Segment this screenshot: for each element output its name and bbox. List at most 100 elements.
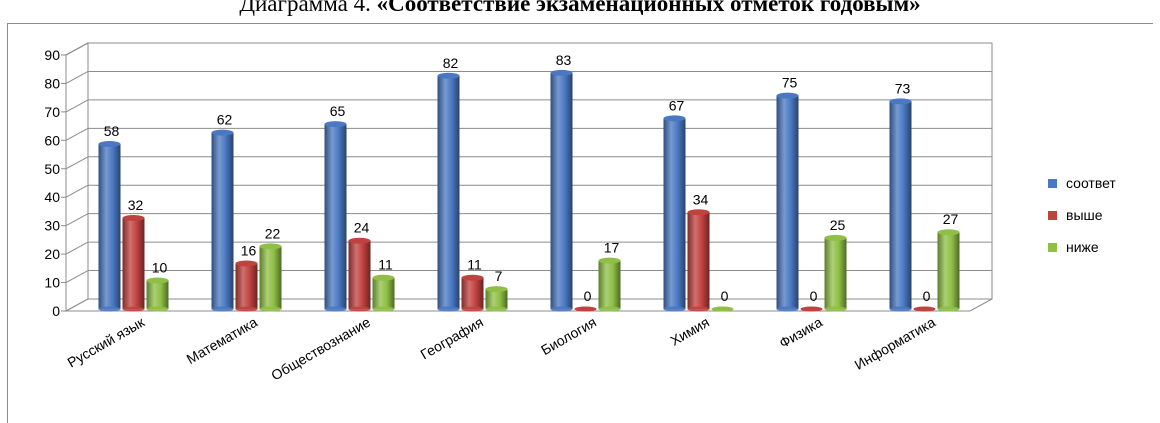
bar-body — [235, 263, 258, 309]
bar-ниже — [598, 257, 621, 312]
x-axis-categories: Русский язык Математика Обществознание Геог… — [64, 313, 938, 383]
category-label: Информатика — [852, 314, 939, 373]
y-tick-label: 80 — [44, 75, 60, 91]
data-label: 83 — [556, 52, 572, 68]
bar-соответ — [98, 141, 121, 312]
legend-label: ниже — [1066, 239, 1099, 255]
bar-body — [550, 72, 573, 310]
data-label: 17 — [604, 240, 620, 256]
side-wall — [65, 42, 89, 312]
grid-line-side — [65, 99, 89, 113]
bar-выше — [800, 306, 823, 312]
y-tick-label: 10 — [44, 275, 60, 291]
y-tick-label: 90 — [44, 47, 60, 63]
chart-title: Диаграмма 4. «Соответствие экзаменационн… — [0, 0, 1160, 17]
bar-body — [98, 144, 121, 309]
bar-body — [776, 95, 799, 310]
bar-body — [687, 212, 710, 309]
data-label: 11 — [467, 257, 482, 273]
bar-ниже — [937, 229, 960, 312]
bar-cap — [372, 274, 395, 281]
category-label: Обществознание — [268, 314, 373, 384]
bar-base — [146, 306, 169, 312]
bar-cap — [663, 115, 686, 122]
bar-выше — [122, 214, 145, 312]
data-label: 24 — [354, 220, 370, 236]
y-tick-label: 0 — [52, 303, 60, 319]
data-label: 16 — [241, 242, 257, 258]
grid-line-side — [65, 270, 89, 283]
bar-cap — [324, 121, 347, 128]
bar-body — [461, 277, 484, 309]
bar-base — [98, 306, 121, 312]
floor — [65, 298, 993, 312]
bar-cap — [98, 141, 121, 148]
bar-соответ — [776, 92, 799, 312]
bar-cap — [485, 286, 508, 293]
category-label: География — [418, 314, 486, 363]
bar-соответ — [324, 121, 347, 312]
bar-base — [574, 306, 597, 312]
bars — [98, 69, 960, 312]
bar-body — [348, 240, 371, 309]
bar-body — [372, 277, 395, 309]
y-tick-label: 30 — [44, 218, 60, 234]
bar-cap — [776, 92, 799, 99]
data-label: 73 — [895, 80, 911, 96]
y-tick-label: 40 — [44, 189, 60, 205]
y-tick-label: 70 — [44, 104, 60, 120]
bar-cap — [235, 260, 258, 267]
category-label: Биология — [538, 314, 599, 358]
bar-body — [824, 237, 847, 309]
data-label: 62 — [217, 112, 233, 128]
legend-item: ниже — [1048, 239, 1099, 255]
data-label: 34 — [693, 191, 709, 207]
data-label: 7 — [495, 268, 503, 284]
bar-base — [913, 306, 936, 312]
bar-base — [372, 306, 395, 312]
bar-соответ — [663, 115, 686, 312]
bar-соответ — [550, 69, 573, 312]
bar-выше — [461, 274, 484, 312]
bar-ниже — [485, 286, 508, 312]
bar-cap — [461, 274, 484, 281]
data-label: 0 — [810, 288, 818, 304]
category-label: Математика — [184, 314, 261, 367]
bar-cap — [937, 229, 960, 236]
bar-base — [598, 306, 621, 312]
bar-base — [259, 306, 282, 312]
chart-walls — [65, 42, 993, 312]
bar-base — [824, 306, 847, 312]
data-label: 0 — [721, 288, 729, 304]
data-label: 11 — [378, 257, 393, 273]
bar-base — [687, 306, 710, 312]
bar-cap — [889, 98, 912, 105]
grid-line-side — [65, 127, 89, 141]
legend-swatch — [1048, 179, 1057, 188]
y-tick-label: 20 — [44, 246, 60, 262]
data-label: 32 — [128, 197, 144, 213]
grid-line-side — [65, 241, 89, 255]
chart-title-main: «Соответствие экзаменационных отметок го… — [376, 0, 921, 16]
bar-cap — [211, 129, 234, 136]
data-label: 0 — [584, 288, 592, 304]
bar-body — [937, 232, 960, 309]
bar-body — [324, 124, 347, 309]
bar-ниже — [824, 234, 847, 312]
data-label: 67 — [669, 97, 685, 113]
bar-выше — [913, 306, 936, 312]
bar-body — [889, 101, 912, 309]
bar-ниже — [372, 274, 395, 312]
bar-выше — [687, 209, 710, 312]
grid-line-side — [65, 213, 89, 227]
legend-swatch — [1048, 211, 1057, 220]
y-axis-ticks: 0 10 20 30 40 50 60 70 80 90 — [44, 47, 66, 319]
grid-line-side — [65, 42, 89, 56]
bar-cap — [598, 257, 621, 264]
bar-base — [324, 306, 347, 312]
bar-base — [122, 306, 145, 312]
bar-body — [146, 280, 169, 309]
bar-выше — [574, 306, 597, 312]
bar-соответ — [211, 129, 234, 312]
legend-item: соответ — [1048, 175, 1116, 191]
